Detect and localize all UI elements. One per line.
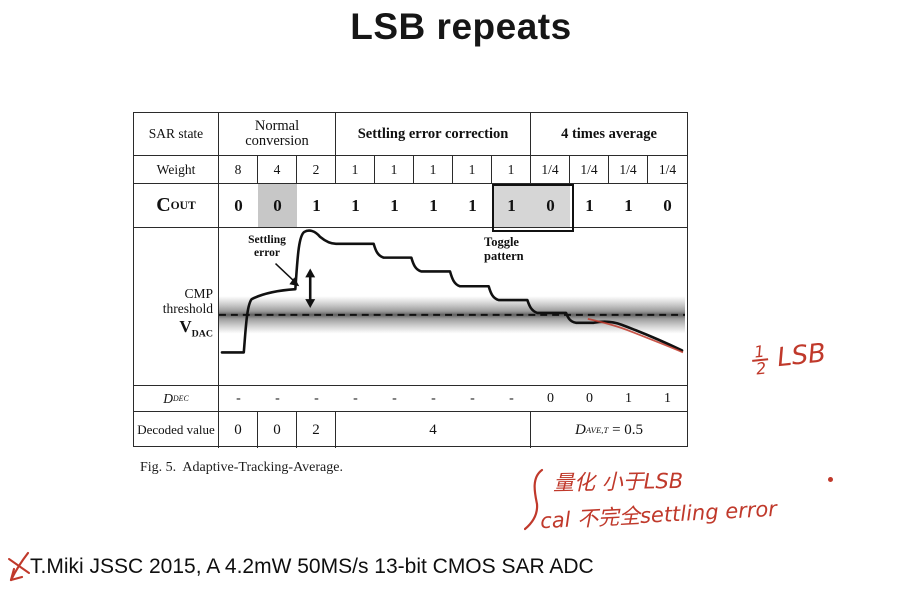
vdac-label: VDAC <box>179 317 213 340</box>
red-brace <box>524 468 544 531</box>
ddec-cell: - <box>336 386 375 412</box>
cout-cell: 1 <box>336 184 375 228</box>
decoded-cell: 0 <box>219 412 258 448</box>
cout-cell: 1 <box>453 184 492 228</box>
settling-error-double-arrow <box>305 268 316 308</box>
weight-cell: 1/4 <box>570 156 609 184</box>
citation-text: T.Miki JSSC 2015, A 4.2mW 50MS/s 13-bit … <box>30 555 594 578</box>
weight-cell: 8 <box>219 156 258 184</box>
phase-settling-error-correction: Settling error correction <box>336 113 531 156</box>
ddec-cell: 0 <box>531 386 570 412</box>
ddec-cell: - <box>453 386 492 412</box>
cout-cell-toggle: 0 <box>531 184 570 228</box>
cout-cell: 1 <box>570 184 609 228</box>
vdac-trace <box>220 229 684 354</box>
red-note-cal-settling: cal 不完全settling error <box>539 496 778 534</box>
vdac-waveform-area: CMP threshold VDAC <box>134 228 687 386</box>
vdac-waveform-svg <box>219 229 685 354</box>
ddec-cell: - <box>414 386 453 412</box>
ddec-cell: - <box>375 386 414 412</box>
cout-cell: 1 <box>414 184 453 228</box>
ddec-cell: - <box>492 386 531 412</box>
ddec-cell: 1 <box>648 386 687 412</box>
weight-cell: 1/4 <box>531 156 570 184</box>
ddec-cell: - <box>258 386 297 412</box>
figure-caption: Fig. 5. Adaptive-Tracking-Average. <box>140 460 343 475</box>
weight-cell: 1 <box>453 156 492 184</box>
weight-cell: 1/4 <box>648 156 687 184</box>
page-title: LSB repeats <box>350 6 572 47</box>
weight-cell: 1 <box>336 156 375 184</box>
phase-normal-conversion: Normal conversion <box>219 113 336 156</box>
cout-cell-toggle: 1 <box>492 184 531 228</box>
toggle-pattern-annotation: Toggle pattern <box>484 235 524 263</box>
ddec-cell: - <box>297 386 336 412</box>
figure-table: SAR state Normal conversion Settling err… <box>133 112 688 448</box>
red-arrow-doodle <box>8 551 30 582</box>
red-ink-dot <box>828 477 833 482</box>
cout-cell: 1 <box>297 184 336 228</box>
decoded-cell-span: 4 <box>336 412 531 448</box>
settling-error-pointer-arrow <box>275 263 300 287</box>
weight-cell: 1/4 <box>609 156 648 184</box>
row-label-weight: Weight <box>134 156 219 184</box>
weight-cell: 2 <box>297 156 336 184</box>
row-label-ddec: D DEC <box>134 386 219 412</box>
weight-cell: 1 <box>492 156 531 184</box>
cout-cell: 0 <box>648 184 687 228</box>
decoded-cell-dave: D AVE,T = 0.5 <box>574 421 644 438</box>
red-ink-trace <box>587 317 684 354</box>
settling-error-annotation: Settling error <box>248 234 286 259</box>
ddec-cell: - <box>219 386 258 412</box>
cout-cell: 1 <box>609 184 648 228</box>
weight-cell: 1 <box>375 156 414 184</box>
row-label-sar-state: SAR state <box>134 113 219 156</box>
waveform-label-column: CMP threshold VDAC <box>134 228 219 385</box>
ddec-cell: 0 <box>570 386 609 412</box>
cout-cell-settling-error: 0 <box>258 184 297 228</box>
decoded-cell: 2 <box>297 412 336 448</box>
half-fraction: 1 2 <box>750 342 770 378</box>
ddec-cell: 1 <box>609 386 648 412</box>
row-label-decoded-value: Decoded value <box>134 412 219 448</box>
cmp-threshold-label: CMP threshold VDAC <box>162 286 213 340</box>
decoded-cell: 0 <box>258 412 297 448</box>
red-note-quantization: 量化 小于LSB <box>552 468 684 496</box>
half-lsb-note: 1 2 LSB <box>750 337 828 378</box>
cout-cell: 0 <box>219 184 258 228</box>
weight-cell: 4 <box>258 156 297 184</box>
cout-cell: 1 <box>375 184 414 228</box>
row-label-cout: C OUT <box>134 184 219 228</box>
weight-cell: 1 <box>414 156 453 184</box>
phase-4-times-average: 4 times average <box>531 113 687 156</box>
